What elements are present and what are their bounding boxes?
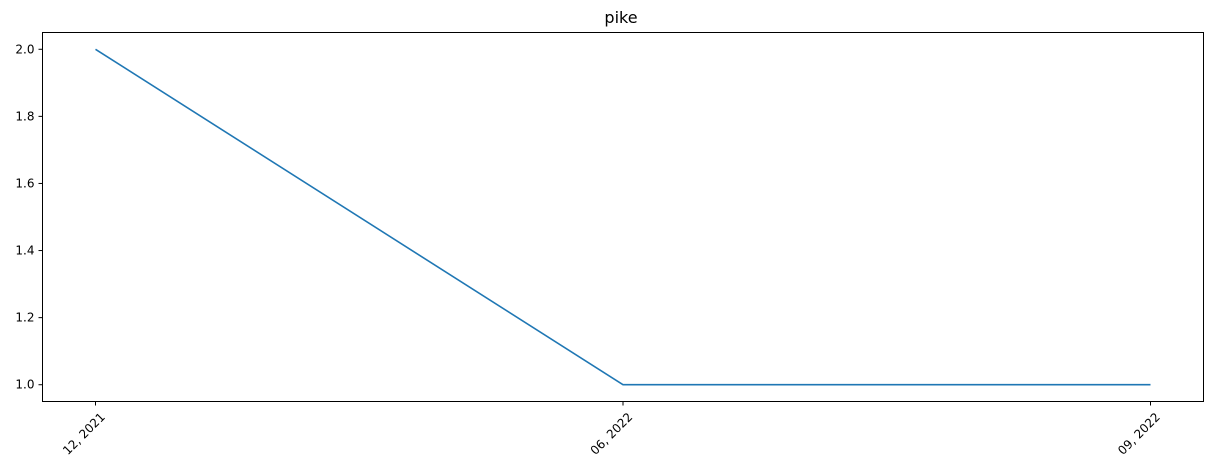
y-tick-label: 1.8 xyxy=(15,109,34,123)
series-line xyxy=(95,48,1151,386)
y-tick-label: 1.6 xyxy=(15,176,34,190)
x-tick-label: 06, 2022 xyxy=(588,410,636,458)
chart-title: pike xyxy=(604,8,637,27)
x-axis: 12, 2021 06, 2022 09, 2022 xyxy=(60,401,1163,458)
x-tick-label: 09, 2022 xyxy=(1115,410,1163,458)
plot-series xyxy=(95,48,1151,386)
y-tick-label: 1.0 xyxy=(15,378,34,392)
y-tick-label: 1.2 xyxy=(15,311,34,325)
x-tick-label: 12, 2021 xyxy=(60,410,108,458)
y-tick-label: 1.4 xyxy=(15,244,34,258)
y-tick-label: 2.0 xyxy=(15,42,34,56)
plot-frame xyxy=(42,32,1204,402)
y-axis: 1.0 1.2 1.4 1.6 1.8 2.0 xyxy=(15,42,43,392)
